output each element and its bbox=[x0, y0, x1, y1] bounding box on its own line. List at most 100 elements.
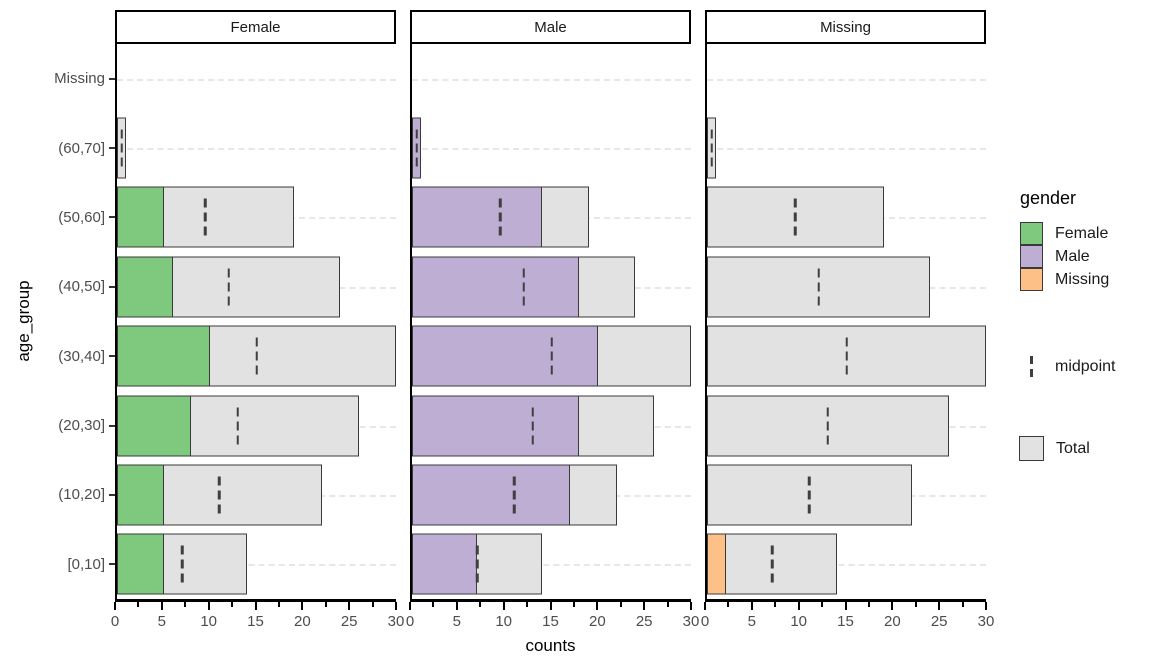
gridline bbox=[117, 564, 396, 567]
legend-label: Female bbox=[1055, 224, 1109, 242]
gender-bar-male bbox=[412, 256, 580, 318]
x-major-tick bbox=[844, 602, 847, 610]
facet-panel-missing: Missing 0 5 10 15 20 25 30 bbox=[701, 10, 994, 630]
gender-bar-male bbox=[412, 395, 580, 457]
midpoint-dash bbox=[531, 435, 535, 445]
plot-area bbox=[410, 44, 691, 599]
y-tick-label: (50,60] bbox=[58, 208, 105, 226]
midpoint-marker bbox=[180, 545, 184, 583]
midpoint-dash bbox=[770, 573, 774, 583]
gridline bbox=[707, 148, 986, 151]
midpoint-marker bbox=[255, 337, 258, 375]
midpoint-dash bbox=[415, 157, 418, 167]
midpoint-dash bbox=[120, 157, 123, 167]
midpoint-dash bbox=[475, 573, 479, 583]
x-major-tick bbox=[502, 602, 505, 610]
x-major-tick bbox=[207, 602, 210, 610]
midpoint-dash bbox=[522, 268, 525, 278]
midpoint-marker bbox=[120, 129, 123, 167]
midpoint-marker bbox=[826, 407, 830, 445]
midpoint-marker bbox=[522, 268, 525, 306]
legend-midpoint-entry: midpoint bbox=[1020, 355, 1150, 378]
gender-bar-missing bbox=[707, 533, 726, 595]
bar-row-(40,50] bbox=[707, 252, 986, 321]
facet-panel-male: Male 0 5 10 15 20 25 30 bbox=[406, 10, 699, 630]
bar-row-[0,10] bbox=[117, 530, 396, 599]
x-tick-label: 5 bbox=[747, 613, 756, 630]
midpoint-dash bbox=[499, 226, 502, 236]
midpoint-dash bbox=[794, 212, 797, 222]
x-tick-label: 30 bbox=[682, 613, 700, 630]
x-tick-label: 25 bbox=[930, 613, 948, 630]
midpoint-dash bbox=[826, 421, 830, 431]
x-major-tick bbox=[891, 602, 894, 610]
x-minor-tick bbox=[961, 602, 964, 607]
midpoint-dash bbox=[710, 143, 713, 153]
bar-row-(50,60] bbox=[412, 183, 691, 252]
midpoint-marker bbox=[204, 198, 207, 236]
midpoint-dash bbox=[550, 337, 553, 347]
midpoint-dash bbox=[204, 198, 207, 208]
midpoint-dash bbox=[180, 545, 184, 555]
x-major-tick bbox=[596, 602, 599, 610]
x-major-tick bbox=[797, 602, 800, 610]
bar-row-[0,10] bbox=[707, 530, 986, 599]
bar-row-(50,60] bbox=[117, 183, 396, 252]
bar-row-Missing bbox=[707, 44, 986, 113]
midpoint-dash bbox=[475, 545, 479, 555]
y-tick-label: (30,40] bbox=[58, 347, 105, 365]
x-tick-label: 20 bbox=[883, 613, 901, 630]
gender-bar-male bbox=[412, 186, 543, 248]
midpoint-marker bbox=[415, 129, 418, 167]
midpoint-dash bbox=[710, 129, 713, 139]
x-major-tick bbox=[750, 602, 753, 610]
x-minor-tick bbox=[914, 602, 917, 607]
gender-bar-female bbox=[117, 256, 173, 318]
legend-total-key bbox=[1019, 436, 1044, 461]
y-tick bbox=[109, 216, 115, 219]
legend-label: Missing bbox=[1055, 270, 1110, 288]
midpoint-marker bbox=[845, 337, 848, 375]
bar-row-(10,20] bbox=[707, 460, 986, 529]
x-tick-label: 20 bbox=[293, 613, 311, 630]
midpoint-dash bbox=[227, 282, 230, 292]
x-major-tick bbox=[690, 602, 692, 610]
midpoint-dash bbox=[499, 198, 502, 208]
midpoint-dash bbox=[236, 435, 240, 445]
midpoint-marker bbox=[236, 407, 240, 445]
x-axis: 0 5 10 15 20 25 30 bbox=[111, 599, 404, 630]
midpoint-dash bbox=[808, 476, 811, 486]
x-tick-label: 15 bbox=[542, 613, 559, 630]
midpoint-dash bbox=[826, 407, 830, 417]
midpoint-dash bbox=[845, 365, 848, 375]
legend-entry-missing: Missing bbox=[1020, 268, 1150, 291]
midpoint-dash bbox=[845, 337, 848, 347]
y-axis-labels: Missing (60,70] (50,60] (40,50] (30,40] (20,3… bbox=[0, 44, 115, 599]
facet-strip-male: Male bbox=[410, 10, 691, 44]
legend-entry-female: Female bbox=[1020, 222, 1150, 245]
x-tick-label: 0 bbox=[110, 613, 120, 630]
facet-panel-female: Female 0 5 10 15 20 25 30 bbox=[111, 10, 404, 630]
midpoint-dash bbox=[218, 490, 221, 500]
x-minor-tick bbox=[619, 602, 622, 607]
midpoint-marker bbox=[531, 407, 535, 445]
midpoint-dash bbox=[218, 504, 221, 514]
bar-row-(10,20] bbox=[117, 460, 396, 529]
legend-total-label: Total bbox=[1056, 439, 1090, 457]
midpoint-dash bbox=[550, 365, 553, 375]
midpoint-dash bbox=[204, 212, 207, 222]
bar-row-(20,30] bbox=[117, 391, 396, 460]
x-minor-tick bbox=[867, 602, 870, 607]
midpoint-dash bbox=[817, 282, 820, 292]
midpoint-dash bbox=[513, 490, 516, 500]
x-minor-tick bbox=[479, 602, 482, 607]
x-tick-label: 20 bbox=[588, 613, 606, 630]
midpoint-dash bbox=[120, 143, 123, 153]
midpoint-dash bbox=[227, 268, 230, 278]
midpoint-marker bbox=[499, 198, 502, 236]
bar-row-(20,30] bbox=[412, 391, 691, 460]
midpoint-marker bbox=[710, 129, 713, 167]
x-major-tick bbox=[114, 602, 116, 610]
midpoint-dash bbox=[255, 337, 258, 347]
